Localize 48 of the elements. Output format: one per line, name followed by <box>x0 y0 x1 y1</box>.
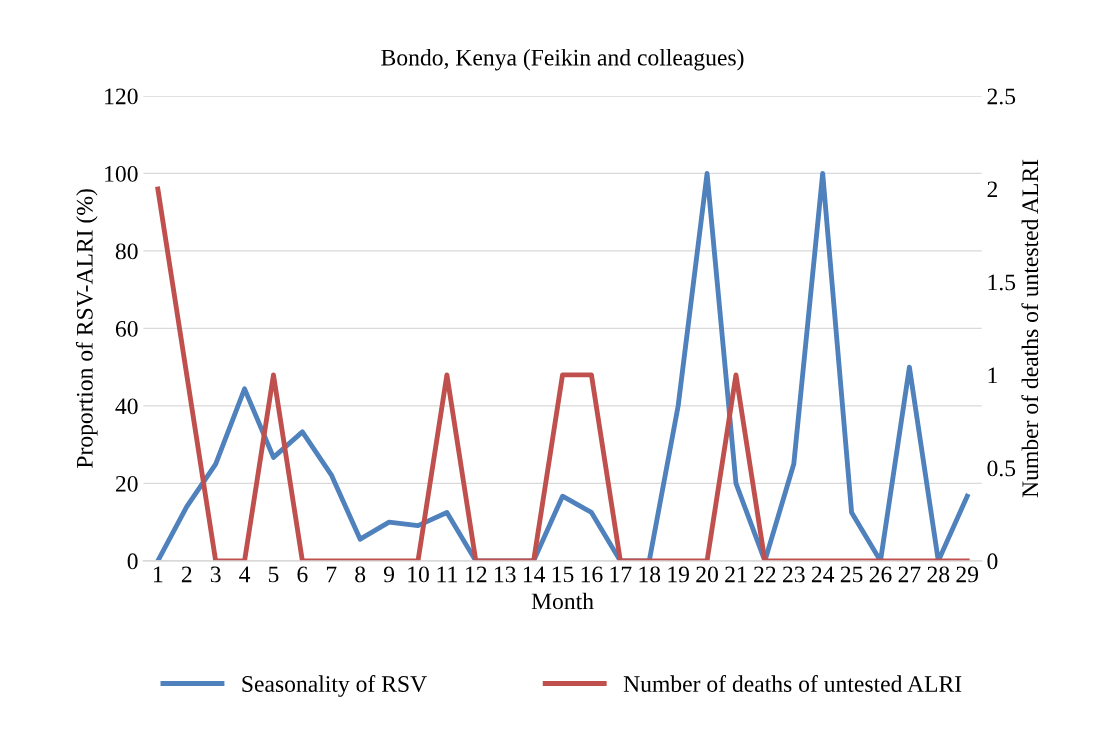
y-tick-label: 0 <box>127 553 138 570</box>
legend-label: Number of deaths of untested ALRI <box>623 675 962 692</box>
y-tick-label: 100 <box>105 165 138 182</box>
x-tick-label: 8 <box>355 566 366 583</box>
x-tick-label: 25 <box>840 566 863 583</box>
x-tick-label: 19 <box>668 566 689 583</box>
x-tick-label: 11 <box>437 566 457 583</box>
y-tick-label: 120 <box>105 88 138 105</box>
x-tick-label: 3 <box>210 566 221 583</box>
chart-title: Bondo, Kenya (Feikin and colleagues) <box>381 49 744 71</box>
y2-tick-label: 2.5 <box>987 88 1016 105</box>
x-tick-label: 10 <box>408 566 429 583</box>
x-tick-label: 14 <box>523 566 546 583</box>
y2-tick-label: 0.5 <box>987 460 1016 477</box>
x-tick-label: 13 <box>494 566 516 583</box>
x-tick-label: 2 <box>181 566 192 583</box>
legend-label: Seasonality of RSV <box>242 675 427 697</box>
x-tick-label: 27 <box>898 566 921 583</box>
y2-tick-label: 1.5 <box>988 274 1016 291</box>
x-tick-label: 20 <box>696 566 718 583</box>
x-tick-label: 9 <box>383 566 395 583</box>
x-tick-label: 6 <box>297 566 308 583</box>
x-tick-label: 26 <box>869 566 892 583</box>
y2-tick-label: 1 <box>988 367 997 384</box>
x-tick-label: 22 <box>754 566 776 583</box>
x-tick-label: 15 <box>552 566 574 583</box>
y-tick-label: 60 <box>115 320 138 337</box>
x-tick-label: 5 <box>268 566 279 583</box>
x-tick-label: 4 <box>239 566 251 583</box>
x-tick-label: 7 <box>326 566 337 583</box>
x-axis-title: Month <box>531 592 594 610</box>
x-tick-label: 18 <box>639 566 661 583</box>
x-tick-label: 1 <box>154 566 163 583</box>
y2-axis-title: Number of deaths of untested ALRI <box>1021 159 1039 498</box>
y-tick-label: 80 <box>115 243 138 260</box>
x-tick-label: 23 <box>783 566 805 583</box>
x-tick-label: 17 <box>610 566 632 583</box>
x-tick-label: 24 <box>811 566 835 583</box>
x-tick-label: 28 <box>927 566 950 583</box>
y-tick-label: 20 <box>115 475 138 492</box>
x-tick-label: 21 <box>725 566 747 583</box>
y-tick-label: 40 <box>115 398 138 415</box>
x-tick-label: 12 <box>466 566 487 583</box>
x-tick-label: 16 <box>581 566 603 583</box>
y2-tick-label: 2 <box>987 181 998 198</box>
y-axis-title: Proportion of RSV-ALRI (%) <box>75 189 98 468</box>
x-tick-label: 29 <box>956 566 979 583</box>
y2-tick-label: 0 <box>987 553 998 570</box>
